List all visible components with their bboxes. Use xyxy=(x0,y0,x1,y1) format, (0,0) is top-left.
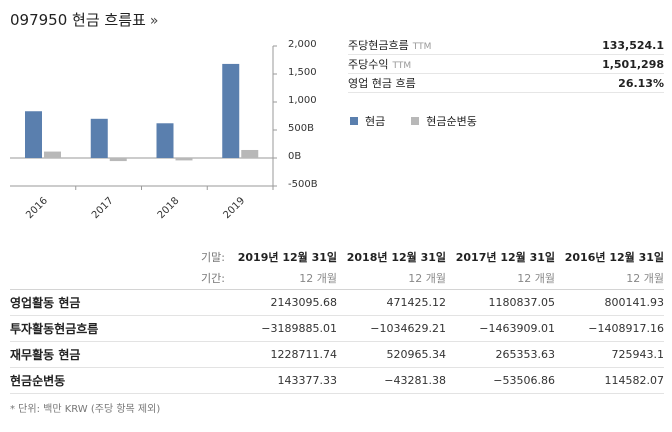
column-header: 2019년 12월 31일 xyxy=(237,250,337,264)
column-header: 2016년 12월 31일 xyxy=(564,250,664,264)
table-cell: −53506.86 xyxy=(493,374,555,387)
table-cell: 800141.93 xyxy=(604,296,665,309)
summary-label: 주당현금흐름 TTM xyxy=(348,39,432,52)
period-type-label: 기간: xyxy=(201,272,225,285)
page-title-text: 097950 현금 흐름표 xyxy=(10,11,146,29)
summary-row: 주당수익 TTM 1,501,298 xyxy=(348,55,664,74)
column-header: 2017년 12월 31일 xyxy=(455,250,555,264)
legend-label: 현금순변동 xyxy=(426,115,477,128)
y-tick-label: -500B xyxy=(288,179,318,190)
table-cell: 114582.07 xyxy=(604,374,665,387)
summary-label: 주당수익 TTM xyxy=(348,58,412,71)
y-tick-label: 500B xyxy=(288,123,314,134)
table-row: 재무활동 현금 1228711.74 520965.34 265353.63 7… xyxy=(10,342,664,368)
table-cell: 143377.33 xyxy=(277,374,338,387)
period-type: 12 개월 xyxy=(626,272,664,285)
table-cell: 1228711.74 xyxy=(270,348,337,361)
period-type: 12 개월 xyxy=(517,272,555,285)
row-label: 재무활동 현금 xyxy=(10,348,81,362)
table-row: 현금순변동 143377.33 −43281.38 −53506.86 1145… xyxy=(10,368,664,394)
summary-sub: TTM xyxy=(412,42,432,52)
cash-flow-table: 기말: 2019년 12월 31일 2018년 12월 31일 2017년 12… xyxy=(10,246,664,394)
bar-cash xyxy=(25,111,42,158)
period-end-label: 기말: xyxy=(201,250,225,264)
y-tick-label: 1,500 xyxy=(288,67,317,78)
table-cell: −3189885.01 xyxy=(261,322,337,335)
bar-net-change xyxy=(241,149,259,158)
summary-value: 26.13% xyxy=(618,76,664,90)
bar-cash xyxy=(222,63,240,158)
table-cell: −1463909.01 xyxy=(479,322,555,335)
table-cell: −1408917.16 xyxy=(588,322,664,335)
table-header-row: 기말: 2019년 12월 31일 2018년 12월 31일 2017년 12… xyxy=(10,246,664,267)
x-tick-label: 2016 xyxy=(24,195,50,221)
table-cell: 471425.12 xyxy=(386,296,447,309)
x-tick-label: 2017 xyxy=(90,195,116,221)
y-tick-label: 0B xyxy=(288,151,302,162)
summary-row: 영업 현금 흐름 26.13% xyxy=(348,74,664,93)
column-header: 2018년 12월 31일 xyxy=(346,250,446,264)
legend-swatch-cash xyxy=(350,117,358,125)
row-label: 영업활동 현금 xyxy=(10,296,81,310)
summary-row: 주당현금흐름 TTM 133,524.1 xyxy=(348,36,664,55)
chevron-right-icon: » xyxy=(149,13,159,29)
table-cell: −43281.38 xyxy=(384,374,446,387)
period-type: 12 개월 xyxy=(408,272,446,285)
bar-cash xyxy=(156,123,174,158)
summary-value: 133,524.1 xyxy=(602,38,664,52)
table-cell: 725943.1 xyxy=(611,348,665,361)
legend-item-net-change[interactable]: 현금순변동 xyxy=(411,113,477,129)
bar-net-change xyxy=(175,158,193,161)
y-tick-label: 1,000 xyxy=(288,95,317,106)
page-title[interactable]: 097950 현금 흐름표» xyxy=(10,9,158,30)
footnote: * 단위: 백만 KRW (주당 항목 제외) xyxy=(10,404,161,415)
table-cell: 520965.34 xyxy=(386,348,447,361)
table-cell: 265353.63 xyxy=(495,348,556,361)
period-type: 12 개월 xyxy=(299,272,337,285)
row-label: 투자활동현금흐름 xyxy=(10,322,99,336)
summary-value: 1,501,298 xyxy=(602,57,664,71)
table-cell: −1034629.21 xyxy=(370,322,446,335)
bar-net-change xyxy=(44,151,61,158)
table-cell: 2143095.68 xyxy=(270,296,337,309)
table-cell: 1180837.05 xyxy=(488,296,555,309)
bar-cash xyxy=(90,118,108,158)
legend-label: 현금 xyxy=(365,115,386,128)
cash-flow-chart: 2016 2017 2018 2019 xyxy=(0,34,340,234)
x-tick-label: 2019 xyxy=(221,195,247,221)
row-label: 현금순변동 xyxy=(10,374,66,388)
legend-item-cash[interactable]: 현금 xyxy=(350,113,385,129)
summary-table: 주당현금흐름 TTM 133,524.1 주당수익 TTM 1,501,298 영업… xyxy=(348,36,664,93)
y-tick-label: 2,000 xyxy=(288,39,317,50)
table-period-row: 기간: 12 개월 12 개월 12 개월 12 개월 xyxy=(10,267,664,290)
legend-swatch-net-change xyxy=(411,117,420,125)
summary-label: 영업 현금 흐름 xyxy=(348,77,416,90)
x-tick-label: 2018 xyxy=(156,195,182,221)
table-row: 투자활동현금흐름 −3189885.01 −1034629.21 −146390… xyxy=(10,316,664,342)
summary-sub: TTM xyxy=(392,61,412,71)
chart-canvas: 2016 2017 2018 2019 xyxy=(10,45,277,221)
chart-legend: 현금 현금순변동 xyxy=(350,113,503,129)
table-row: 영업활동 현금 2143095.68 471425.12 1180837.05 … xyxy=(10,290,664,316)
bar-net-change xyxy=(109,158,127,162)
